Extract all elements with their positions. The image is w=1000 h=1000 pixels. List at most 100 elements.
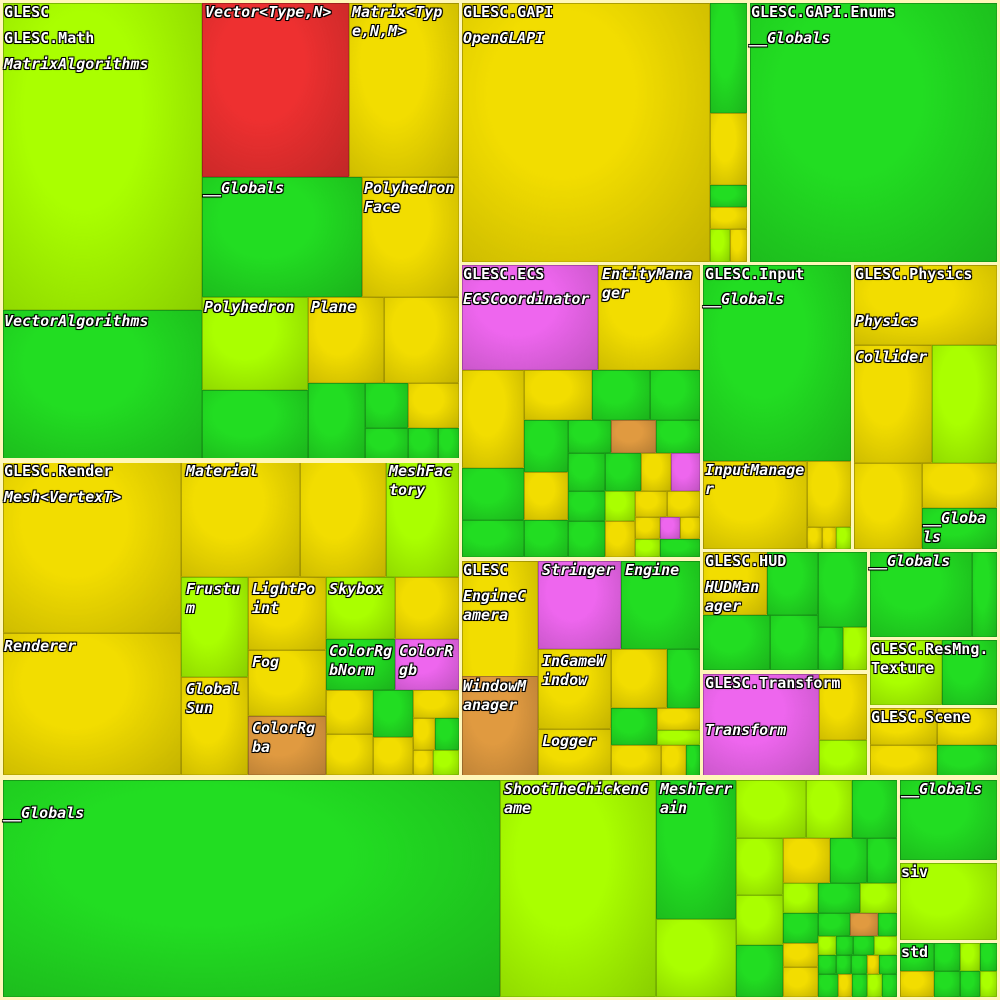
treemap-cell-114[interactable] [972,552,997,637]
treemap-cell-78[interactable] [326,639,395,690]
treemap-cell-4[interactable] [349,3,459,177]
treemap-cell-111[interactable] [819,674,867,740]
treemap-cell-8[interactable] [308,297,384,383]
treemap-cell-52[interactable] [635,539,660,557]
treemap-cell-33[interactable] [611,420,656,453]
treemap-cell-135[interactable] [860,883,897,913]
treemap-cell-24[interactable] [750,3,997,262]
treemap-cell-92[interactable] [621,561,700,649]
treemap-cell-141[interactable] [783,943,818,967]
treemap-cell-71[interactable] [181,577,248,677]
treemap-cell-37[interactable] [641,453,671,491]
treemap-cell-36[interactable] [605,453,641,491]
treemap-cell-117[interactable] [870,708,937,745]
treemap-cell-104[interactable] [767,552,818,615]
treemap-cell-109[interactable] [843,627,867,670]
treemap-cell-165[interactable] [960,971,980,997]
treemap-cell-75[interactable] [181,677,248,775]
treemap-cell-49[interactable] [524,520,568,557]
treemap-cell-12[interactable] [365,383,408,428]
treemap-cell-17[interactable] [462,3,710,262]
treemap-cell-26[interactable] [598,265,700,370]
treemap-cell-42[interactable] [605,491,635,521]
treemap-cell-25[interactable] [462,265,598,370]
treemap-cell-103[interactable] [703,552,767,615]
treemap-cell-68[interactable] [181,461,300,577]
treemap-cell-101[interactable] [661,745,686,777]
treemap-cell-54[interactable] [703,265,851,461]
treemap-cell-32[interactable] [568,420,611,453]
treemap-cell-110[interactable] [703,674,819,777]
treemap-cell-40[interactable] [524,472,568,520]
treemap-cell-128[interactable] [736,838,783,895]
treemap-cell-136[interactable] [736,945,783,997]
treemap-cell-62[interactable] [932,345,997,463]
treemap-cell-34[interactable] [656,420,700,453]
treemap-cell-143[interactable] [836,936,853,955]
treemap-cell-95[interactable] [667,649,700,708]
treemap-cell-47[interactable] [680,517,700,539]
treemap-cell-88[interactable] [433,750,459,775]
treemap-cell-166[interactable] [980,971,997,997]
treemap-cell-113[interactable] [870,552,972,637]
treemap-cell-2[interactable] [3,310,202,460]
treemap-cell-123[interactable] [656,780,736,919]
treemap-cell-121[interactable] [3,780,500,997]
treemap-cell-46[interactable] [660,517,680,539]
treemap-cell-44[interactable] [667,491,700,517]
treemap-cell-5[interactable] [202,177,362,297]
treemap-cell-99[interactable] [657,730,700,745]
treemap-cell-48[interactable] [462,520,524,557]
treemap-cell-41[interactable] [568,491,605,521]
treemap-cell-149[interactable] [851,955,867,974]
treemap-cell-164[interactable] [934,971,960,997]
treemap-cell-144[interactable] [853,936,874,955]
treemap-cell-156[interactable] [882,974,897,997]
treemap-cell-31[interactable] [524,420,568,472]
treemap-cell-154[interactable] [852,974,867,997]
treemap-cell-105[interactable] [818,552,867,627]
treemap-cell-27[interactable] [462,370,524,468]
treemap-cell-80[interactable] [326,690,373,734]
treemap-cell-159[interactable] [900,943,934,971]
treemap-cell-21[interactable] [710,207,747,229]
treemap-cell-13[interactable] [408,383,459,428]
treemap-cell-56[interactable] [807,461,851,527]
treemap-cell-96[interactable] [538,729,611,777]
treemap-cell-30[interactable] [650,370,700,420]
treemap-cell-163[interactable] [900,971,934,997]
treemap-cell-134[interactable] [818,883,860,913]
treemap-cell-51[interactable] [605,521,635,557]
treemap-cell-118[interactable] [937,708,997,745]
treemap-cell-83[interactable] [413,718,435,750]
treemap-cell-124[interactable] [656,919,736,997]
treemap-cell-69[interactable] [300,461,386,577]
treemap-cell-55[interactable] [703,461,807,549]
treemap-cell-11[interactable] [308,383,365,460]
treemap-cell-29[interactable] [592,370,650,420]
treemap-cell-133[interactable] [783,883,818,913]
treemap-cell-116[interactable] [942,640,997,705]
treemap-cell-7[interactable] [202,297,308,390]
treemap-cell-22[interactable] [710,229,730,262]
treemap-cell-112[interactable] [819,740,867,777]
treemap-cell-10[interactable] [202,390,308,460]
treemap-cell-76[interactable] [248,650,326,716]
treemap-cell-106[interactable] [703,615,770,670]
treemap-cell-58[interactable] [822,527,836,549]
treemap-cell-57[interactable] [807,527,822,549]
treemap-cell-85[interactable] [326,734,373,775]
treemap-cell-59[interactable] [836,527,851,549]
treemap-cell-67[interactable] [3,633,181,775]
treemap-cell-61[interactable] [854,345,932,463]
treemap-cell-129[interactable] [783,838,830,883]
treemap-cell-160[interactable] [934,943,960,971]
treemap-cell-91[interactable] [538,561,621,649]
treemap-cell-73[interactable] [326,577,395,639]
treemap-cell-9[interactable] [384,297,459,383]
treemap-cell-151[interactable] [879,955,897,974]
treemap-cell-64[interactable] [922,463,997,508]
treemap-cell-60[interactable] [854,265,997,345]
treemap-cell-140[interactable] [878,913,897,936]
treemap-cell-100[interactable] [611,745,661,777]
